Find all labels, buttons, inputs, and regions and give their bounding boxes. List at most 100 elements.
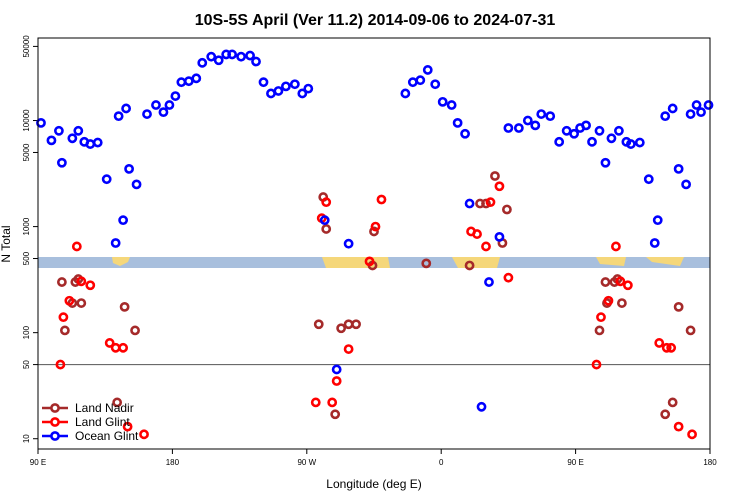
data-point	[191, 73, 202, 84]
data-point	[530, 120, 541, 131]
data-point	[73, 125, 84, 136]
data-point	[113, 111, 124, 122]
data-point	[691, 100, 702, 110]
data-point	[422, 65, 433, 75]
plot-frame	[37, 37, 711, 450]
data-point	[336, 323, 347, 334]
data-point	[139, 429, 149, 440]
map-strip-land-australia	[112, 257, 130, 266]
data-point	[603, 295, 614, 306]
data-point	[660, 409, 671, 420]
data-point	[464, 198, 475, 209]
map-strip-land-africa	[452, 257, 500, 268]
data-point	[112, 397, 123, 408]
x-axis: 90 E 180 90 W 0 90 E 180	[30, 449, 717, 467]
data-point	[280, 81, 291, 92]
data-point	[251, 56, 261, 67]
data-point	[616, 298, 627, 308]
data-point	[56, 157, 67, 168]
map-strip-land-newguinea	[646, 257, 684, 266]
legend-marker	[50, 431, 60, 441]
y-tick-label: 50000	[22, 35, 31, 58]
y-axis: 10 50 100 500 1000 5000 10000 50000	[22, 35, 38, 443]
data-point	[76, 276, 87, 287]
y-tick-label: 1000	[22, 217, 31, 235]
data-point	[321, 197, 332, 208]
series-land-glint	[55, 181, 697, 440]
x-tick-label: 90 E	[567, 458, 583, 467]
data-point	[685, 325, 696, 336]
x-axis-label: Longitude (deg E)	[326, 477, 421, 491]
data-point	[122, 421, 133, 432]
data-point	[369, 226, 379, 237]
data-point	[502, 204, 512, 215]
data-point	[131, 179, 142, 190]
data-point	[614, 125, 624, 136]
data-point	[67, 133, 78, 144]
y-axis-label: N Total	[0, 225, 13, 262]
data-point	[485, 197, 496, 208]
data-point	[46, 135, 57, 146]
x-tick-label: 90 E	[30, 458, 46, 467]
data-point	[494, 231, 505, 242]
data-point	[124, 163, 134, 174]
x-tick-label: 90 W	[297, 458, 316, 467]
data-point	[545, 111, 556, 122]
data-point	[421, 258, 432, 269]
data-point	[460, 128, 470, 139]
data-point	[151, 100, 161, 110]
data-point	[446, 100, 457, 110]
data-point	[59, 325, 70, 336]
data-point	[58, 312, 69, 323]
data-point	[652, 215, 663, 226]
data-point	[76, 298, 87, 308]
data-point	[687, 429, 697, 440]
data-point	[660, 111, 671, 122]
data-point	[206, 51, 217, 62]
data-point	[110, 238, 121, 248]
data-point	[696, 107, 706, 118]
data-point	[327, 397, 338, 408]
data-point	[85, 280, 96, 291]
data-point	[213, 55, 224, 66]
data-point	[119, 301, 130, 312]
legend-marker	[50, 403, 60, 413]
data-point	[258, 77, 269, 88]
y-tick-label: 50	[22, 360, 31, 369]
data-point	[343, 344, 354, 354]
data-point	[481, 198, 491, 209]
data-point	[92, 137, 103, 148]
data-point	[685, 109, 696, 119]
data-point	[343, 238, 354, 249]
data-point	[56, 277, 67, 287]
data-point	[703, 100, 714, 110]
map-strip-land-americas	[322, 257, 390, 268]
data-point	[303, 83, 314, 94]
data-point	[331, 376, 342, 386]
y-tick-label: 10	[22, 434, 31, 443]
data-point	[104, 338, 115, 348]
data-point	[649, 238, 660, 248]
data-point	[594, 125, 605, 136]
data-point	[673, 163, 684, 174]
data-point	[634, 137, 645, 148]
y-tick-label: 100	[22, 325, 31, 339]
data-point	[581, 120, 591, 131]
data-point	[484, 277, 494, 287]
map-strip-land-indonesia	[596, 257, 626, 266]
data-point	[673, 421, 684, 432]
data-point	[596, 312, 606, 323]
data-point	[476, 401, 487, 412]
y-tick-label: 5000	[22, 143, 31, 161]
data-point	[170, 91, 181, 101]
data-point	[600, 277, 611, 287]
data-point	[64, 295, 75, 306]
data-point	[71, 241, 82, 252]
data-point	[313, 319, 324, 330]
series-land-nadir	[56, 171, 696, 420]
data-point	[351, 319, 361, 330]
y-tick-label: 500	[22, 251, 31, 265]
data-point	[536, 109, 547, 119]
data-point	[310, 397, 321, 408]
